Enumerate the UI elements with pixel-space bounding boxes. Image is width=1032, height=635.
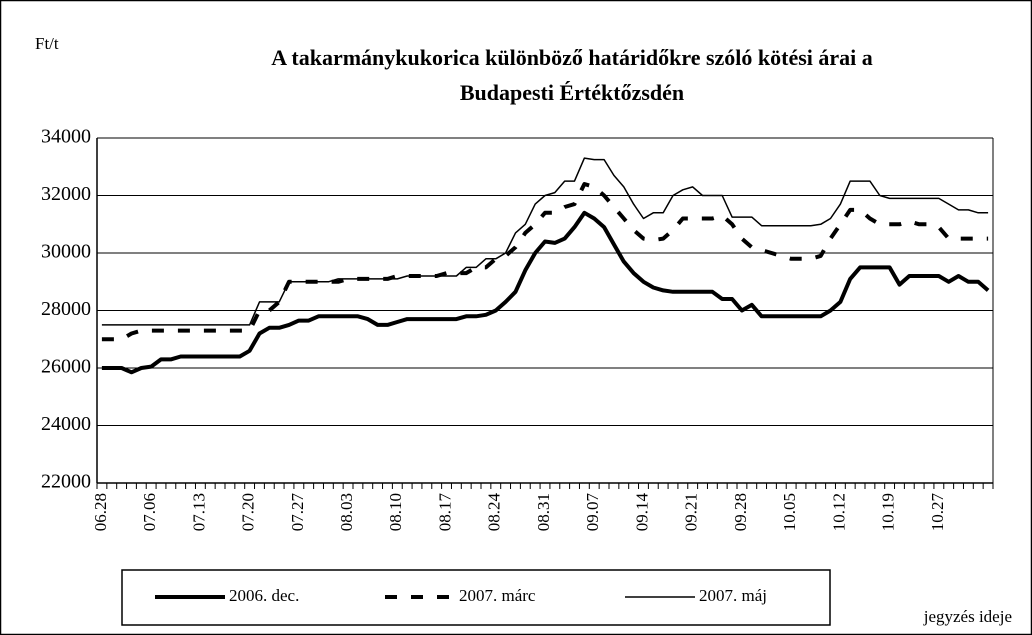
x-tick-label: 07.20: [239, 493, 258, 531]
y-tick-label: 34000: [41, 126, 91, 148]
x-tick-label: 08.24: [485, 493, 504, 532]
x-tick-label: 10.12: [829, 493, 848, 531]
x-tick-label: 09.14: [632, 493, 651, 532]
legend-label: 2007. máj: [699, 586, 767, 605]
x-axis-label: jegyzés ideje: [923, 607, 1012, 626]
y-tick-label: 32000: [41, 183, 91, 205]
y-axis-label: Ft/t: [35, 34, 59, 53]
x-tick-label: 08.03: [337, 493, 356, 531]
chart-title: A takarmánykukorica különböző határidőkr…: [271, 45, 873, 70]
x-tick-label: 08.10: [386, 493, 405, 531]
legend-label: 2006. dec.: [229, 586, 299, 605]
x-tick-label: 08.31: [534, 493, 553, 531]
x-tick-label: 08.17: [435, 493, 454, 532]
chart-title: Budapesti Értéktőzsdén: [460, 80, 684, 105]
x-tick-label: 09.28: [731, 493, 750, 531]
data-line: [101, 157, 989, 326]
y-tick-label: 22000: [41, 471, 91, 493]
data-line: [101, 210, 990, 375]
x-tick-label: 09.21: [682, 493, 701, 531]
x-tick-label: 09.07: [583, 493, 602, 532]
y-tick-label: 28000: [41, 298, 91, 320]
y-tick-label: 30000: [41, 241, 91, 263]
x-tick-label: 07.13: [189, 493, 208, 531]
y-tick-label: 24000: [41, 413, 91, 435]
x-tick-label: 06.28: [91, 493, 110, 531]
x-tick-label: 10.27: [928, 493, 947, 532]
data-line: [101, 182, 989, 342]
x-tick-label: 10.05: [780, 493, 799, 531]
legend-box: [121, 569, 831, 626]
x-tick-label: 10.19: [879, 493, 898, 531]
x-tick-label: 07.06: [140, 493, 159, 531]
x-tick-label: 07.27: [288, 493, 307, 532]
legend-label: 2007. márc: [459, 586, 536, 605]
y-tick-label: 26000: [41, 356, 91, 378]
